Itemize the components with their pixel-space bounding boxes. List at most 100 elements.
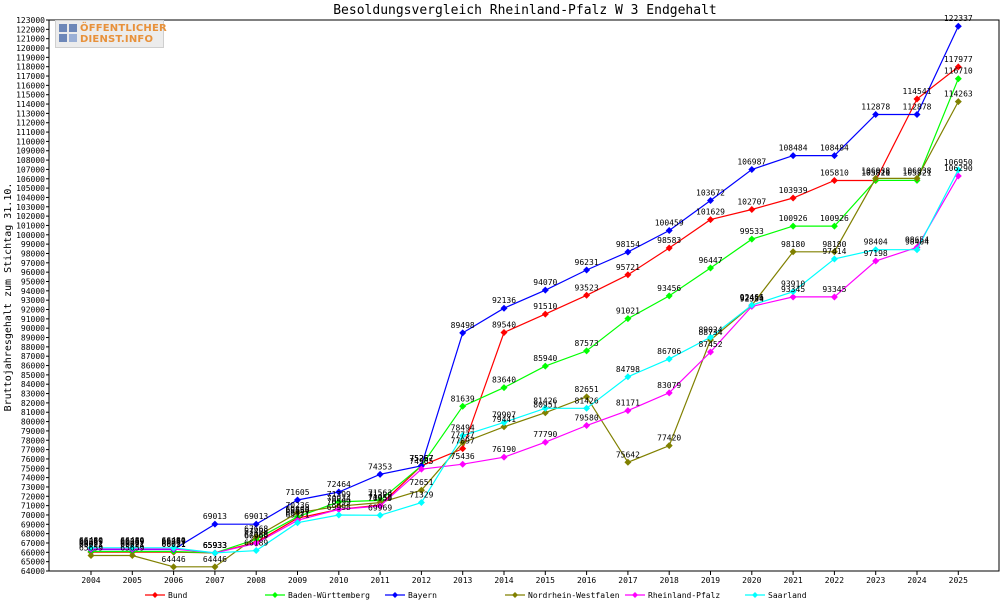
data-label-baden-w-rttemberg: 71563 (368, 488, 392, 497)
data-point-rheinland-pfalz (335, 505, 343, 513)
data-point-saarland (459, 432, 467, 440)
x-tick-label: 2004 (81, 576, 100, 585)
data-label-rheinland-pfalz: 69427 (285, 508, 309, 517)
data-label-bund: 66021 (162, 540, 186, 549)
data-label-rheinland-pfalz: 75436 (451, 452, 475, 461)
data-label-bayern: 66299 (120, 538, 144, 547)
legend-label-baden-w-rttemberg: Baden-Württemberg (288, 591, 370, 600)
y-tick-label: 111000 (16, 128, 45, 137)
y-tick-label: 69000 (21, 520, 45, 529)
data-label-rheinland-pfalz: 92334 (740, 294, 764, 303)
data-label-nordrhein-westfalen: 72651 (409, 478, 433, 487)
data-point-bayern (624, 248, 632, 256)
y-tick-label: 108000 (16, 156, 45, 165)
y-tick-label: 103000 (16, 203, 45, 212)
data-label-nordrhein-westfalen: 71329 (368, 491, 392, 500)
data-label-saarland: 97414 (822, 247, 846, 256)
data-point-baden-w-rttemberg (541, 362, 549, 370)
data-label-bayern: 108484 (820, 144, 849, 153)
data-label-baden-w-rttemberg: 65933 (203, 541, 227, 550)
x-tick-label: 2017 (618, 576, 637, 585)
y-tick-label: 97000 (21, 259, 45, 268)
data-label-saarland: 106950 (944, 158, 973, 167)
data-label-saarland: 66480 (120, 536, 144, 545)
data-label-baden-w-rttemberg: 99533 (740, 227, 764, 236)
data-label-rheinland-pfalz: 93345 (781, 285, 805, 294)
data-point-baden-w-rttemberg (665, 292, 673, 300)
y-axis-label: Bruttojahresgehalt zum Stichtag 31.10. (3, 183, 14, 412)
data-label-nordrhein-westfalen: 106038 (861, 166, 890, 175)
data-point-rheinland-pfalz (707, 348, 714, 356)
data-label-nordrhein-westfalen: 65659 (79, 544, 103, 553)
data-label-nordrhein-westfalen: 70934 (327, 494, 351, 503)
y-tick-label: 89000 (21, 334, 45, 343)
data-point-bayern (748, 166, 756, 174)
legend-label-bayern: Bayern (408, 591, 437, 600)
data-point-saarland (376, 511, 384, 519)
y-tick-label: 117000 (16, 72, 45, 81)
data-point-rheinland-pfalz (541, 438, 549, 446)
data-point-bayern (541, 286, 549, 294)
data-label-bund: 95721 (616, 263, 640, 272)
data-point-baden-w-rttemberg (459, 402, 467, 410)
data-label-bayern: 89498 (451, 321, 475, 330)
data-label-nordrhein-westfalen: 98180 (822, 240, 846, 249)
data-point-bayern (913, 111, 921, 119)
data-label-bund: 66021 (120, 540, 144, 549)
data-point-bayern (335, 488, 343, 496)
data-label-rheinland-pfalz: 76190 (492, 445, 516, 454)
data-point-nordrhein-westfalen (459, 439, 467, 447)
data-point-bayern (294, 496, 301, 504)
data-label-rheinland-pfalz: 70959 (368, 494, 392, 503)
y-tick-label: 74000 (21, 474, 45, 483)
data-label-bund: 103939 (779, 186, 808, 195)
data-point-rheinland-pfalz (830, 293, 838, 301)
data-point-saarland (335, 511, 343, 519)
series-group (87, 22, 962, 571)
legend-label-nordrhein-westfalen: Nordrhein-Westfalen (528, 591, 620, 600)
y-tick-label: 88000 (21, 343, 45, 352)
data-point-rheinland-pfalz (417, 465, 425, 473)
data-label-rheinland-pfalz: 77790 (533, 430, 557, 439)
data-point-nordrhein-westfalen (789, 248, 797, 256)
data-label-bayern: 112878 (903, 103, 932, 112)
x-tick-label: 2008 (247, 576, 266, 585)
data-label-bayern: 66299 (79, 538, 103, 547)
data-label-bund: 67068 (244, 530, 268, 539)
y-tick-label: 112000 (16, 119, 45, 128)
y-tick-label: 68000 (21, 530, 45, 539)
y-tick-label: 93000 (21, 296, 45, 305)
data-label-bund: 75267 (409, 454, 433, 463)
data-point-saarland (624, 373, 632, 381)
x-tick-label: 2025 (949, 576, 968, 585)
data-point-rheinland-pfalz (872, 257, 880, 265)
y-tick-label: 67000 (21, 539, 45, 548)
y-tick-label: 75000 (21, 464, 45, 473)
data-point-saarland (541, 404, 549, 412)
data-point-nordrhein-westfalen (211, 563, 219, 571)
data-label-nordrhein-westfalen: 92451 (740, 293, 764, 302)
data-label-rheinland-pfalz: 87452 (698, 340, 722, 349)
data-point-bayern (211, 520, 219, 528)
data-label-rheinland-pfalz: 106290 (944, 164, 973, 173)
data-point-baden-w-rttemberg (789, 222, 797, 230)
x-axis: 2004 2005 2006 2007 2008 2009 2010 2011 2012 2013… (81, 571, 968, 585)
data-point-bayern (459, 329, 467, 337)
data-point-baden-w-rttemberg (583, 347, 591, 355)
data-label-baden-w-rttemberg: 93456 (657, 284, 681, 293)
x-tick-label: 2011 (370, 576, 389, 585)
data-point-saarland (707, 333, 714, 341)
y-tick-label: 123000 (16, 16, 45, 25)
data-point-saarland (872, 246, 880, 254)
data-label-bund: 114541 (903, 87, 932, 96)
data-label-rheinland-pfalz: 83079 (657, 381, 681, 390)
y-tick-label: 106000 (16, 175, 45, 184)
y-tick-label: 77000 (21, 446, 45, 455)
y-tick-label: 78000 (21, 436, 45, 445)
data-label-nordrhein-westfalen: 64446 (203, 555, 227, 564)
data-label-baden-w-rttemberg: 116710 (944, 67, 973, 76)
legend-marker-saarland (752, 592, 758, 598)
data-point-nordrhein-westfalen (87, 552, 95, 560)
data-point-saarland (913, 246, 921, 254)
data-label-saarland: 69171 (285, 511, 309, 520)
